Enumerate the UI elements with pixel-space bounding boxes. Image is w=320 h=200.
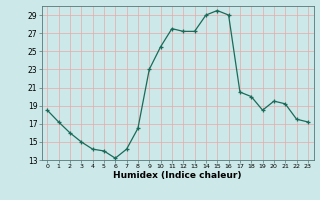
X-axis label: Humidex (Indice chaleur): Humidex (Indice chaleur): [113, 171, 242, 180]
